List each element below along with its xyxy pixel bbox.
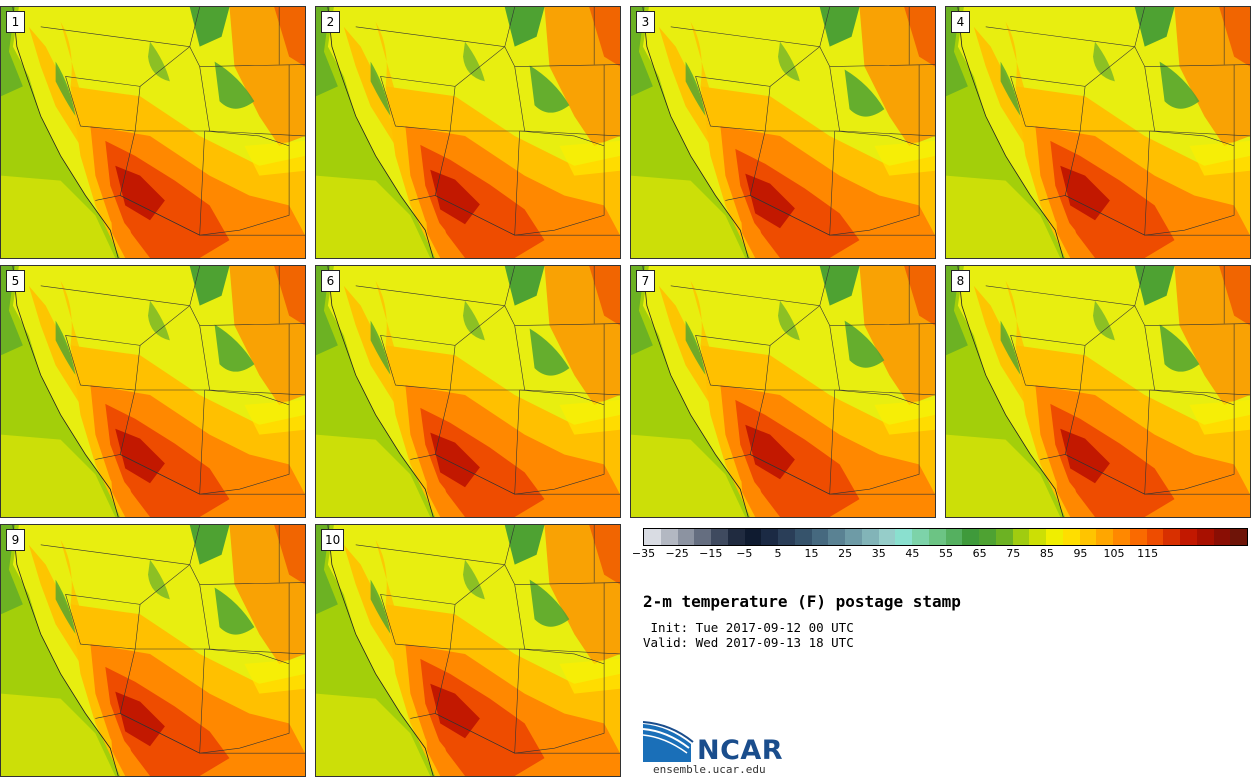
member-number-label: 5 [6, 270, 25, 292]
colorbar-segment [1180, 529, 1197, 545]
colorbar-segment [794, 529, 812, 545]
colorbar-segment [694, 529, 711, 545]
colorbar-segment [1213, 529, 1231, 545]
colorbar-segment [1230, 529, 1247, 545]
colorbar-tick-label: 15 [804, 547, 819, 560]
postage-stamp-map: 10 [315, 524, 621, 777]
member-number-label: 4 [951, 11, 970, 33]
member-number-label: 10 [321, 529, 345, 551]
member-number-label: 1 [6, 11, 25, 33]
postage-stamp-map: 8 [945, 265, 1251, 518]
member-number-label: 3 [636, 11, 655, 33]
colorbar-tick-label: 25 [838, 547, 853, 560]
member-number-label: 2 [321, 11, 340, 33]
colorbar-tick-label: 65 [972, 547, 987, 560]
colorbar-segment [861, 529, 879, 545]
colorbar-segment [811, 529, 829, 545]
colorbar-segment [1129, 529, 1147, 545]
colorbar-segment [979, 529, 996, 545]
member-number-label: 7 [636, 270, 655, 292]
colorbar-segment [1196, 529, 1214, 545]
colorbar-tick-label: 85 [1039, 547, 1054, 560]
ensemble-site-url[interactable]: ensemble.ucar.edu [653, 763, 766, 776]
colorbar-segment [912, 529, 929, 545]
postage-stamp-map: 7 [630, 265, 936, 518]
member-number-label: 9 [6, 529, 25, 551]
colorbar-tick-label: 35 [871, 547, 886, 560]
colorbar-segment [995, 529, 1013, 545]
colorbar-segment [727, 529, 745, 545]
colorbar-segment [828, 529, 845, 545]
colorbar-segment [945, 529, 963, 545]
colorbar-segment [1146, 529, 1164, 545]
postage-stamp-map: 3 [630, 6, 936, 259]
ncar-logo-text: NCAR [697, 735, 784, 766]
colorbar-segment [895, 529, 912, 545]
init-time-text: Init: Tue 2017-09-12 00 UTC [643, 620, 854, 635]
postage-stamp-map: 1 [0, 6, 306, 259]
colorbar-tick-label: −5 [736, 547, 753, 560]
colorbar-segment [845, 529, 862, 545]
colorbar-segment [677, 529, 695, 545]
colorbar-segment [1113, 529, 1130, 545]
colorbar-segment [1096, 529, 1113, 545]
colorbar-tick-label: −15 [699, 547, 723, 560]
colorbar-segment [1163, 529, 1180, 545]
colorbar-segment [1029, 529, 1046, 545]
colorbar-tick-labels: −35 −25 −15 −5 5 15 25 35 45 55 65 75 85 95 105 115 [632, 547, 1248, 563]
colorbar-segment [1062, 529, 1080, 545]
colorbar-segment [660, 529, 678, 545]
colorbar-segment [1079, 529, 1097, 545]
colorbar-segment [962, 529, 979, 545]
colorbar-tick-label: 55 [939, 547, 953, 560]
postage-stamp-map: 9 [0, 524, 306, 777]
colorbar-tick-label: 5 [774, 547, 782, 560]
colorbar-tick-label: 95 [1073, 547, 1088, 560]
postage-stamp-map: 2 [315, 6, 621, 259]
colorbar-tick-label: 75 [1006, 547, 1021, 560]
ncar-logo-icon [643, 721, 694, 762]
valid-time-text: Valid: Wed 2017-09-13 18 UTC [643, 635, 854, 650]
colorbar-tick-label: −25 [665, 547, 689, 560]
member-number-label: 8 [951, 270, 970, 292]
colorbar-segment [644, 529, 661, 545]
colorbar-segment [711, 529, 728, 545]
colorbar-tick-label: −35 [631, 547, 656, 560]
postage-stamp-map: 5 [0, 265, 306, 518]
colorbar-tick-label: 105 [1103, 547, 1125, 560]
colorbar-segment [1046, 529, 1063, 545]
temperature-colorbar [643, 528, 1248, 546]
colorbar-tick-label: 115 [1137, 547, 1159, 560]
postage-stamp-map: 4 [945, 6, 1251, 259]
colorbar-segment [778, 529, 795, 545]
colorbar-segment [761, 529, 778, 545]
figure-title: 2-m temperature (F) postage stamp [643, 592, 961, 611]
postage-stamp-map: 6 [315, 265, 621, 518]
colorbar-segment [744, 529, 762, 545]
colorbar-segment [928, 529, 946, 545]
colorbar-segment [1012, 529, 1030, 545]
colorbar-tick-label: 45 [905, 547, 920, 560]
member-number-label: 6 [321, 270, 340, 292]
colorbar-segment [878, 529, 896, 545]
